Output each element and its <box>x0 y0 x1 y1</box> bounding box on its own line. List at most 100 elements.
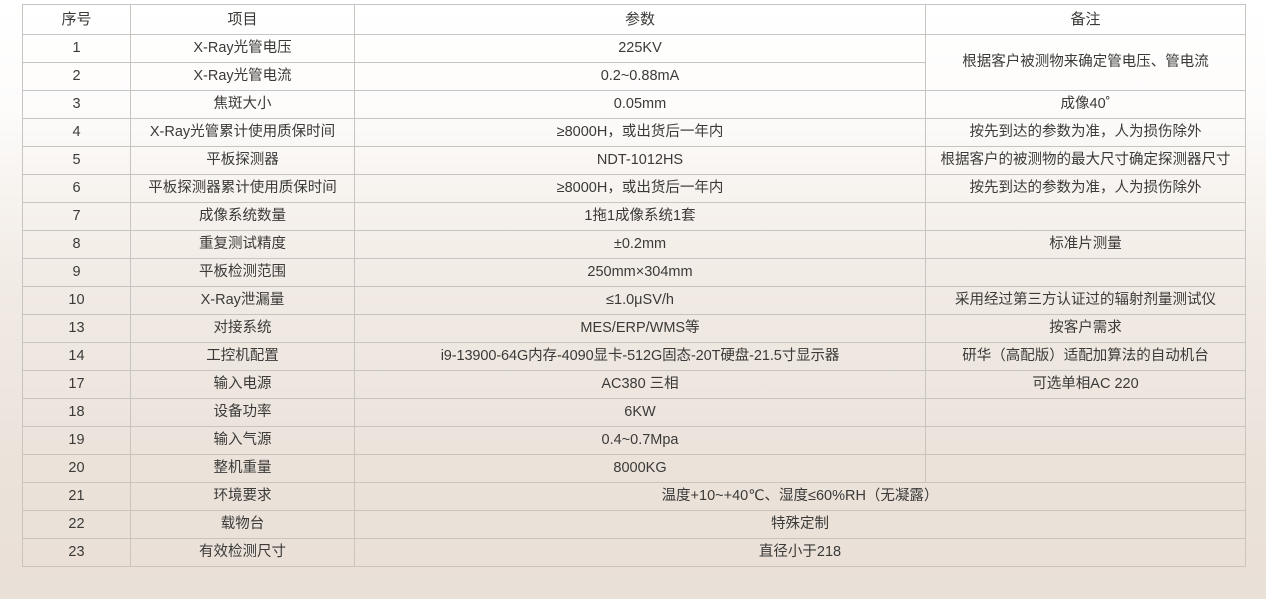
column-header-parameter: 参数 <box>354 4 926 35</box>
cell-item: 有效检测尺寸 <box>130 538 355 567</box>
table-row: 1 X-Ray光管电压 225KV 根据客户被测物来确定管电压、管电流 <box>22 34 1246 91</box>
table-row: 14 工控机配置 i9-13900-64G内存-4090显卡-512G固态-20T硬… <box>22 342 1246 371</box>
cell-remark: 可选单相AC 220 <box>925 370 1246 399</box>
table-row: 4 X-Ray光管累计使用质保时间 ≥8000H，或出货后一年内 按先到达的参数为准，… <box>22 118 1246 147</box>
cell-item: X-Ray光管累计使用质保时间 <box>130 118 355 147</box>
cell-item: 重复测试精度 <box>130 230 355 259</box>
cell-parameter: 0.4~0.7Mpa <box>354 426 926 455</box>
table-row: 20 整机重量 8000KG <box>22 454 1246 483</box>
cell-index: 18 <box>22 398 131 427</box>
cell-index: 2 <box>22 62 131 91</box>
table-header: 序号 项目 参数 备注 <box>22 4 1246 35</box>
cell-index: 22 <box>22 510 131 539</box>
table-body: 1 X-Ray光管电压 225KV 根据客户被测物来确定管电压、管电流 2 X-Ray光管… <box>22 34 1246 567</box>
cell-item: X-Ray光管电流 <box>130 62 355 91</box>
cell-index: 5 <box>22 146 131 175</box>
cell-index: 6 <box>22 174 131 203</box>
cell-parameter: 250mm×304mm <box>354 258 926 287</box>
table-row: 5 平板探测器 NDT-1012HS 根据客户的被测物的最大尺寸确定探测器尺寸 <box>22 146 1246 175</box>
cell-remark: 按先到达的参数为准，人为损伤除外 <box>925 174 1246 203</box>
cell-parameter: ≥8000H，或出货后一年内 <box>354 174 926 203</box>
cell-index: 8 <box>22 230 131 259</box>
table-row: 21 环境要求 温度+10~+40℃、湿度≤60%RH（无凝露） <box>22 482 1246 511</box>
cell-item: X-Ray光管电压 <box>130 34 355 63</box>
cell-index: 14 <box>22 342 131 371</box>
cell-index: 23 <box>22 538 131 567</box>
table-row: 9 平板检测范围 250mm×304mm <box>22 258 1246 287</box>
table-row: 2 X-Ray光管电流 0.2~0.88mA <box>22 62 1246 91</box>
cell-parameter: MES/ERP/WMS等 <box>354 314 926 343</box>
cell-parameter: 225KV <box>354 34 926 63</box>
cell-item: 环境要求 <box>130 482 355 511</box>
cell-parameter: 直径小于218 <box>354 538 1246 567</box>
cell-remark <box>925 398 1246 427</box>
column-header-index: 序号 <box>22 4 131 35</box>
table-row: 6 平板探测器累计使用质保时间 ≥8000H，或出货后一年内 按先到达的参数为准，人为… <box>22 174 1246 203</box>
table-row: 7 成像系统数量 1拖1成像系统1套 <box>22 202 1246 231</box>
cell-index: 9 <box>22 258 131 287</box>
cell-index: 4 <box>22 118 131 147</box>
cell-item: 平板检测范围 <box>130 258 355 287</box>
cell-index: 20 <box>22 454 131 483</box>
cell-item: 输入电源 <box>130 370 355 399</box>
cell-item: 成像系统数量 <box>130 202 355 231</box>
cell-index: 7 <box>22 202 131 231</box>
cell-parameter: 8000KG <box>354 454 926 483</box>
cell-parameter: ±0.2mm <box>354 230 926 259</box>
cell-parameter: AC380 三相 <box>354 370 926 399</box>
table-row: 19 输入气源 0.4~0.7Mpa <box>22 426 1246 455</box>
cell-item: 载物台 <box>130 510 355 539</box>
specification-table: 序号 项目 参数 备注 1 X-Ray光管电压 225KV 根据客户被测物来确定管电压… <box>22 4 1246 567</box>
cell-remark: 按先到达的参数为准，人为损伤除外 <box>925 118 1246 147</box>
cell-item: 工控机配置 <box>130 342 355 371</box>
cell-remark <box>925 426 1246 455</box>
cell-item: 焦斑大小 <box>130 90 355 119</box>
cell-index: 19 <box>22 426 131 455</box>
cell-parameter: 6KW <box>354 398 926 427</box>
cell-item: 对接系统 <box>130 314 355 343</box>
cell-index: 13 <box>22 314 131 343</box>
cell-index: 10 <box>22 286 131 315</box>
cell-item: 整机重量 <box>130 454 355 483</box>
cell-item: 输入气源 <box>130 426 355 455</box>
cell-remark <box>925 202 1246 231</box>
cell-index: 1 <box>22 34 131 63</box>
cell-remark: 研华（高配版）适配加算法的自动机台 <box>925 342 1246 371</box>
table-row: 23 有效检测尺寸 直径小于218 <box>22 538 1246 567</box>
cell-remark: 采用经过第三方认证过的辐射剂量测试仪 <box>925 286 1246 315</box>
cell-parameter: i9-13900-64G内存-4090显卡-512G固态-20T硬盘-21.5寸… <box>354 342 926 371</box>
cell-parameter: 1拖1成像系统1套 <box>354 202 926 231</box>
table-row: 18 设备功率 6KW <box>22 398 1246 427</box>
cell-remark: 根据客户的被测物的最大尺寸确定探测器尺寸 <box>925 146 1246 175</box>
table-row: 13 对接系统 MES/ERP/WMS等 按客户需求 <box>22 314 1246 343</box>
table-row: 17 输入电源 AC380 三相 可选单相AC 220 <box>22 370 1246 399</box>
cell-remark <box>925 454 1246 483</box>
cell-remark: 根据客户被测物来确定管电压、管电流 <box>925 34 1246 91</box>
cell-index: 17 <box>22 370 131 399</box>
cell-index: 21 <box>22 482 131 511</box>
table-row: 3 焦斑大小 0.05mm 成像40˚ <box>22 90 1246 119</box>
table-row: 10 X-Ray泄漏量 ≤1.0μSV/h 采用经过第三方认证过的辐射剂量测试仪 <box>22 286 1246 315</box>
cell-remark: 按客户需求 <box>925 314 1246 343</box>
cell-parameter: NDT-1012HS <box>354 146 926 175</box>
cell-parameter: 特殊定制 <box>354 510 1246 539</box>
cell-item: X-Ray泄漏量 <box>130 286 355 315</box>
table-row: 8 重复测试精度 ±0.2mm 标准片测量 <box>22 230 1246 259</box>
cell-index: 3 <box>22 90 131 119</box>
cell-remark: 标准片测量 <box>925 230 1246 259</box>
cell-remark: 成像40˚ <box>925 90 1246 119</box>
column-header-item: 项目 <box>130 4 355 35</box>
cell-parameter: 0.05mm <box>354 90 926 119</box>
cell-parameter: ≤1.0μSV/h <box>354 286 926 315</box>
cell-item: 平板探测器 <box>130 146 355 175</box>
table-header-row: 序号 项目 参数 备注 <box>22 4 1246 35</box>
cell-item: 设备功率 <box>130 398 355 427</box>
column-header-remark: 备注 <box>925 4 1246 35</box>
table-row: 22 载物台 特殊定制 <box>22 510 1246 539</box>
cell-item: 平板探测器累计使用质保时间 <box>130 174 355 203</box>
cell-parameter: ≥8000H，或出货后一年内 <box>354 118 926 147</box>
cell-parameter: 0.2~0.88mA <box>354 62 926 91</box>
cell-remark <box>925 258 1246 287</box>
cell-parameter: 温度+10~+40℃、湿度≤60%RH（无凝露） <box>354 482 1246 511</box>
